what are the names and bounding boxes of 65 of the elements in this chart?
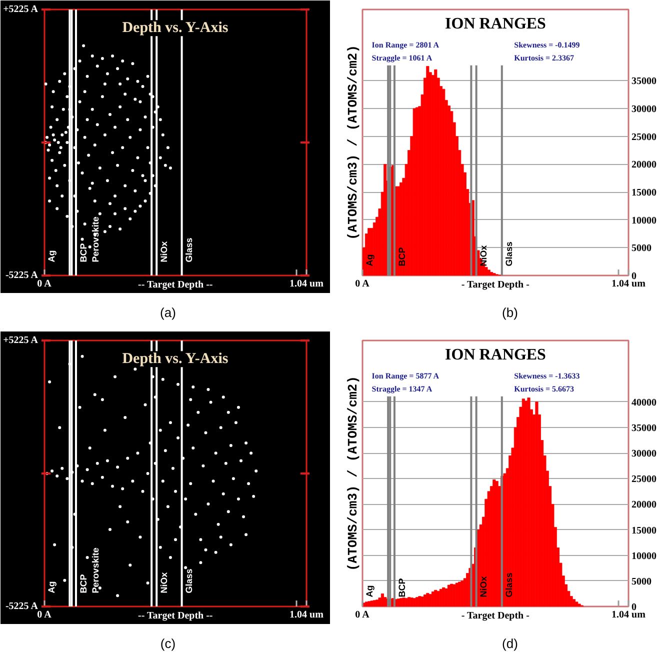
annotation: Skewness = -0.1499 — [514, 40, 580, 50]
annotation: Kurtosis = 5.6673 — [514, 384, 574, 394]
y-tick-label: +5225 A — [3, 4, 39, 15]
y-tick-label: 5000 — [632, 243, 652, 254]
y-tick-label: 30000 — [632, 104, 656, 116]
y-tick-label: 40000 — [632, 397, 656, 408]
x-axis-title: - Target Depth - — [461, 280, 530, 290]
annotation: Ag — [46, 250, 56, 262]
y-tick-label: 15000 — [632, 525, 656, 536]
ref-line-label: NiOx — [478, 245, 488, 266]
ref-line-label: NiOx — [159, 572, 170, 594]
ref-line-label: Perovskite — [90, 548, 101, 594]
ref-line-label: BCP — [396, 578, 407, 598]
x-tick-label: 1.04 um — [290, 610, 324, 620]
x-tick-label: 0 A — [37, 278, 52, 290]
ref-line-label: Glass — [504, 572, 514, 598]
y-tick-label: +5225 A — [3, 335, 39, 346]
x-tick-label: 0 A — [355, 278, 370, 290]
ref-line-label: BCP — [78, 243, 88, 262]
ref-line-label: Glass — [504, 242, 514, 266]
annotation: Ag — [364, 585, 374, 598]
x-axis-title: -- Target Depth -- — [138, 610, 213, 622]
annotation: Straggle = 1061 A — [372, 53, 432, 62]
y-tick-label: 20000 — [632, 160, 656, 171]
y-tick-label: 15000 — [632, 188, 656, 199]
x-axis-title: - Target Depth - — [461, 610, 530, 622]
text: (d) — [502, 635, 518, 653]
y-tick-label: -5225 A — [5, 601, 39, 612]
annotation: Ion Range = 5877 A — [372, 372, 440, 381]
annotation: Straggle = 1347 A — [372, 384, 432, 394]
y-tick-label: 20000 — [632, 500, 656, 511]
annotation: Kurtosis = 2.3367 — [514, 53, 574, 62]
ref-line-label: BCP — [396, 247, 407, 266]
y-tick-label: 5000 — [632, 576, 652, 588]
text: Depth vs. Y-Axis — [122, 20, 228, 36]
y-tick-label: 10000 — [632, 550, 656, 562]
text: (b) — [502, 304, 518, 322]
ref-line-label: NiOx — [478, 576, 488, 598]
y-tick-label: 25000 — [632, 132, 656, 143]
text: (c) — [160, 635, 176, 653]
x-tick-label: 0 A — [37, 610, 52, 620]
chart-title: ION RANGES — [445, 16, 546, 33]
y-tick-label: 35000 — [632, 76, 656, 88]
annotation: Ag — [46, 581, 56, 594]
y-tick-label: 25000 — [632, 474, 656, 486]
y-axis-title: (ATOMS/cm3) / (ATOMS/cm2) — [346, 44, 360, 240]
chart-title: ION RANGES — [445, 346, 546, 364]
y-axis-title: (ATOMS/cm3) / (ATOMS/cm2) — [346, 376, 360, 572]
x-axis-title: -- Target Depth -- — [138, 280, 213, 290]
y-tick-label: 35000 — [632, 422, 656, 434]
annotation: Ag — [364, 254, 374, 266]
annotation: Skewness = -1.3633 — [514, 372, 580, 381]
ref-line-label: Perovskite — [90, 216, 101, 262]
ref-line-label: Glass — [184, 568, 194, 594]
annotation: Ion Range = 2801 A — [372, 40, 440, 50]
ref-line-label: NiOx — [159, 241, 170, 262]
x-tick-label: 1.04 um — [290, 278, 324, 290]
y-tick-label: -5225 A — [5, 270, 39, 281]
ref-line-label: Glass — [184, 238, 194, 262]
y-tick-label: 10000 — [632, 215, 656, 226]
x-tick-label: 0 A — [355, 610, 370, 620]
ref-line-label: BCP — [78, 574, 88, 594]
text: Depth vs. Y-Axis — [122, 351, 228, 368]
y-tick-label: 30000 — [632, 448, 656, 460]
text: (a) — [160, 304, 176, 322]
